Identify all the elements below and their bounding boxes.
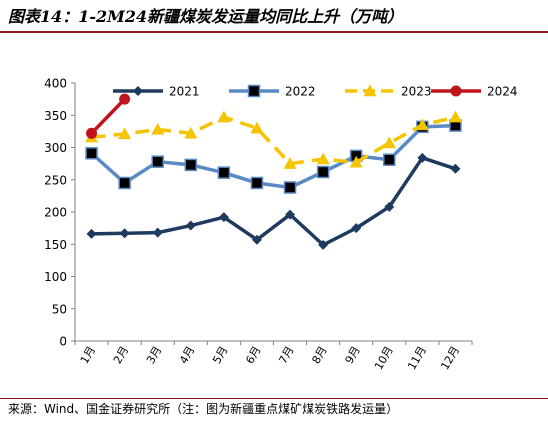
series-2023 (85, 110, 462, 169)
legend-label: 2022 (285, 85, 316, 99)
data-point (450, 163, 461, 174)
legend-item-2024: 2024 (431, 85, 518, 99)
x-tick-label: 9月 (343, 344, 363, 366)
data-point (417, 152, 428, 163)
data-point (316, 165, 330, 179)
data-point (384, 201, 395, 212)
chart-legend: 2021 2022 2023 2024 (113, 84, 518, 99)
legend-item-2023: 2023 (345, 84, 432, 99)
x-tick-label: 10月 (372, 344, 396, 372)
data-point (382, 136, 396, 149)
legend-item-2022: 2022 (229, 85, 316, 99)
series-2021 (86, 152, 461, 250)
data-point (151, 155, 164, 168)
legend-label: 2021 (169, 85, 200, 99)
data-point (184, 126, 198, 139)
legend-item-2021: 2021 (113, 85, 200, 99)
data-point (283, 181, 297, 194)
legend-label: 2024 (487, 85, 518, 99)
data-point (415, 118, 429, 131)
data-point (85, 147, 98, 160)
line-chart: 0 50 100 150 200 250 300 350 400 1月 2月 3月 4月 5月 6月 7月 8月… (44, 77, 518, 373)
data-point (118, 127, 132, 140)
series-2022 (85, 119, 462, 194)
data-point (285, 209, 296, 220)
data-point (349, 155, 363, 168)
x-tick-label: 8月 (309, 344, 329, 366)
x-tick-label: 7月 (276, 344, 296, 366)
x-tick-label: 4月 (177, 344, 197, 366)
data-point (119, 93, 131, 105)
data-point (448, 110, 462, 123)
data-point (152, 227, 163, 238)
x-tick-label: 12月 (438, 344, 462, 372)
x-tick-label: 5月 (210, 344, 230, 366)
title-divider (0, 31, 548, 33)
series-line (90, 97, 126, 135)
data-point (151, 122, 165, 135)
x-tick-label: 2月 (111, 344, 131, 366)
y-tick-label: 50 (52, 302, 67, 316)
y-tick-label: 300 (44, 141, 67, 155)
data-point (185, 220, 196, 231)
data-point (133, 86, 143, 96)
series-layer (85, 93, 462, 250)
data-point (250, 121, 264, 134)
y-tick-label: 100 (44, 270, 67, 284)
data-point (250, 176, 264, 190)
data-point (351, 223, 362, 234)
data-point (316, 152, 330, 165)
x-tick-label: 1月 (78, 344, 98, 366)
data-point (118, 176, 131, 190)
y-tick-label: 250 (44, 173, 67, 187)
data-point (119, 228, 130, 239)
legend-label: 2023 (401, 85, 432, 99)
x-tick-label: 6月 (243, 344, 263, 366)
data-point (86, 228, 97, 239)
y-tick-label: 0 (59, 335, 67, 349)
source-note: 来源：Wind、国金证券研究所（注：图为新疆重点煤矿煤炭铁路发运量） (8, 402, 399, 416)
y-tick-label: 400 (44, 77, 67, 91)
data-point (86, 127, 98, 139)
data-point (363, 84, 377, 97)
x-tick-label: 11月 (405, 344, 429, 372)
y-tick-label: 200 (44, 206, 67, 220)
y-tick-label: 350 (44, 109, 67, 123)
data-point (283, 157, 297, 169)
data-point (247, 84, 261, 98)
footer-divider (0, 398, 548, 399)
chart-axes: 0 50 100 150 200 250 300 350 400 1月 2月 3月 4月 5月 6月 7月 8月… (44, 77, 473, 372)
data-point (383, 153, 396, 167)
data-point (218, 212, 229, 223)
data-point (184, 158, 198, 172)
data-point (217, 166, 231, 179)
data-point (217, 110, 231, 123)
data-point (318, 239, 329, 250)
data-point (450, 85, 462, 97)
x-tick-label: 3月 (144, 344, 164, 366)
series-line (91, 156, 457, 247)
chart-title: 图表14：1-2M24新疆煤炭发运量均同比上升（万吨） (8, 7, 404, 26)
data-point (251, 234, 262, 245)
y-tick-label: 150 (44, 238, 67, 252)
series-line (91, 115, 456, 166)
series-2024 (86, 93, 131, 139)
